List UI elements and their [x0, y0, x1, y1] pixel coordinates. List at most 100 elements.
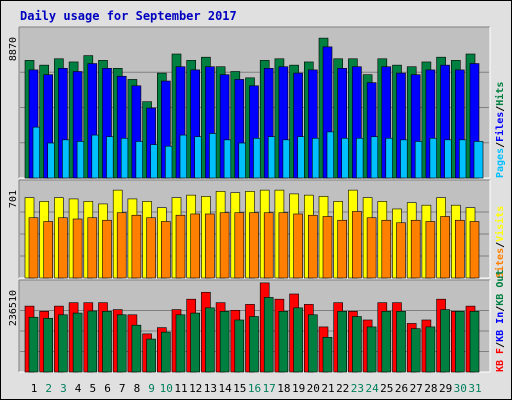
day-label: 19 [292, 382, 305, 395]
day-label: 20 [307, 382, 320, 395]
bar-sites [58, 217, 68, 279]
bar-sites [72, 218, 83, 279]
bar-sites [322, 216, 333, 279]
legend-separator: / [495, 342, 506, 348]
day-label: 10 [160, 382, 173, 395]
legend-kbin-kbout: KB F/KB In/KB Out [495, 270, 506, 372]
page-title: Daily usage for September 2017 [20, 9, 237, 23]
y-max-label: 701 [8, 190, 19, 208]
bar-kb-out [234, 319, 245, 373]
bar-sites [234, 212, 245, 279]
bar-sites [278, 212, 289, 279]
bar-kb-out [161, 331, 171, 373]
day-label: 27 [410, 382, 423, 395]
bar-sites [116, 212, 127, 279]
bar-kb-out [43, 317, 54, 373]
bar-sites [337, 219, 348, 279]
day-label: 2 [45, 382, 52, 395]
legend-entry: KB F [495, 348, 506, 372]
bar-sites [396, 222, 406, 279]
day-label: 11 [174, 382, 187, 395]
bar-kb-out [28, 316, 39, 373]
day-label: 22 [336, 382, 349, 395]
bar-kb-out [249, 316, 259, 373]
bar-sites [190, 213, 200, 279]
bar-kb-out [87, 310, 98, 373]
legend-entry: Hits [494, 82, 506, 106]
bar-sites [366, 217, 377, 279]
y-max-label: 8870 [8, 37, 19, 61]
bar-kb-out [190, 312, 200, 373]
bar-kb-out [175, 314, 186, 373]
bar-kb-out [381, 311, 392, 373]
legend-visits-sites: Sites/Visits [494, 206, 506, 278]
bar-sites [249, 212, 259, 279]
day-label: 3 [60, 382, 67, 395]
bar-kb-out [205, 307, 215, 373]
day-label: 16 [248, 382, 261, 395]
day-label: 26 [395, 382, 408, 395]
bar-sites [175, 214, 186, 279]
bar-sites [307, 214, 318, 279]
day-label: 1 [31, 382, 38, 395]
bar-kb-out [102, 311, 112, 373]
legend-separator: / [495, 306, 506, 312]
legend-separator: / [495, 242, 506, 248]
bar-sites [440, 216, 450, 279]
bar-kb-out [425, 326, 436, 373]
bar-sites [425, 221, 436, 279]
day-label: 23 [351, 382, 364, 395]
day-label: 25 [380, 382, 393, 395]
bar-kb-out [440, 309, 450, 373]
day-label: 15 [233, 382, 246, 395]
bar-kb-out [263, 297, 274, 373]
bar-sites [263, 212, 274, 279]
legend-hits-files-pages: Pages/Files/Hits [494, 82, 506, 178]
legend-entry: Sites [494, 248, 506, 278]
day-label: 14 [218, 382, 232, 395]
day-label: 18 [277, 382, 290, 395]
bar-sites [161, 221, 171, 279]
legend-entry: Visits [494, 206, 506, 242]
legend-entry: KB In [495, 312, 506, 342]
bar-sites [219, 212, 230, 279]
bar-kb-out [116, 314, 127, 373]
bar-kb-out [337, 311, 348, 373]
day-label: 8 [134, 382, 141, 395]
day-label: 4 [75, 382, 82, 395]
bar-sites [293, 213, 303, 279]
legend-separator: / [495, 106, 506, 112]
day-label: 24 [365, 382, 379, 395]
day-label: 12 [189, 382, 202, 395]
bar-kb-out [278, 311, 289, 373]
bar-sites [352, 211, 362, 279]
bar-kb-out [454, 311, 465, 373]
bar-sites [28, 217, 39, 279]
bar-kb-out [131, 324, 142, 373]
day-label: 7 [119, 382, 126, 395]
bar-kb-out [72, 312, 83, 373]
bar-sites [146, 217, 156, 279]
bar-pages [473, 141, 484, 179]
bar-kb-out [293, 307, 303, 373]
bar-sites [131, 214, 142, 279]
y-max-label: 236510 [8, 290, 19, 326]
bar-kb-out [58, 314, 68, 373]
bar-kb-out [352, 316, 362, 373]
bar-kb-out [469, 311, 480, 373]
legend-entry: Pages [495, 148, 506, 178]
bar-sites [43, 221, 54, 279]
legend-separator: / [495, 142, 506, 148]
day-label: 5 [89, 382, 96, 395]
day-label: 9 [148, 382, 155, 395]
day-label: 31 [468, 382, 481, 395]
day-label: 30 [454, 382, 467, 395]
bar-kb-out [146, 338, 156, 373]
bar-kb-out [307, 314, 318, 373]
legend-entry: Files [494, 112, 506, 142]
day-label: 13 [204, 382, 217, 395]
bar-sites [205, 213, 215, 279]
bar-kb-out [366, 326, 377, 373]
day-label: 17 [263, 382, 276, 395]
